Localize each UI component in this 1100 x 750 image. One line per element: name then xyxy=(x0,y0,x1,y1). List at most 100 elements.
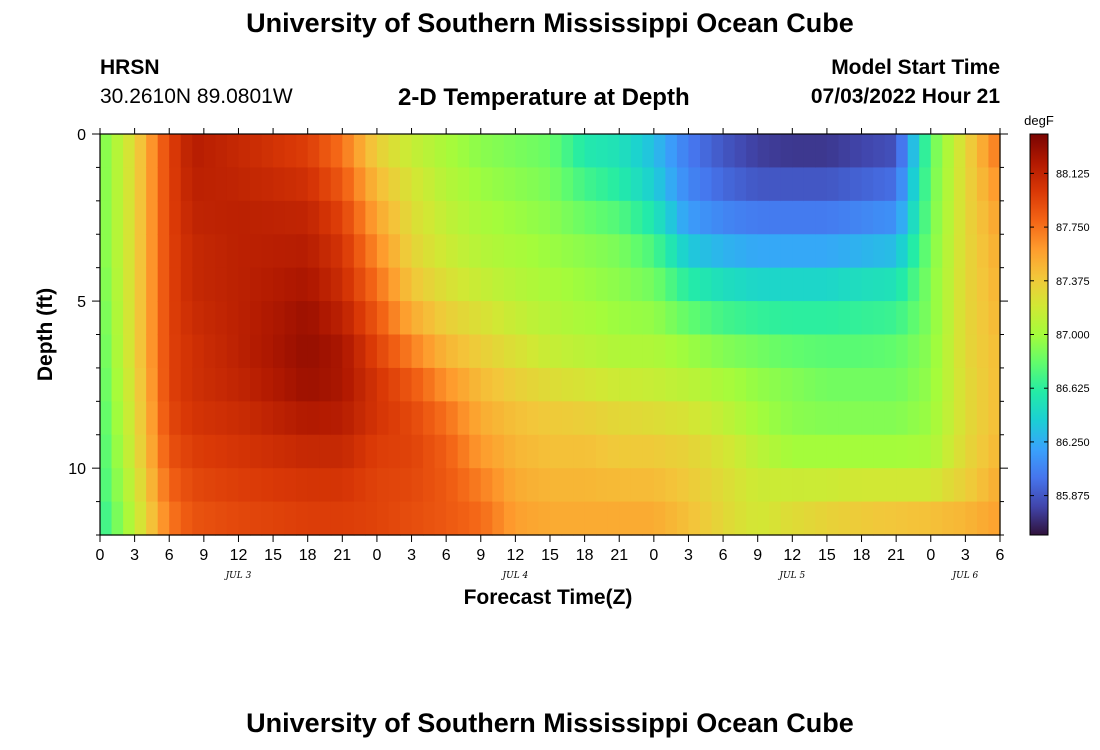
heatmap-cell xyxy=(307,134,320,169)
heatmap-cell xyxy=(711,267,724,302)
heatmap-cell xyxy=(180,200,193,235)
x-tick-label: 9 xyxy=(753,547,762,564)
heatmap-cell xyxy=(526,434,540,469)
heatmap-cell xyxy=(942,501,955,536)
heatmap-cell xyxy=(953,468,966,503)
heatmap-cell xyxy=(665,134,678,169)
heatmap-cell xyxy=(376,234,390,269)
heatmap-cell xyxy=(307,167,320,202)
heatmap-cell xyxy=(111,334,124,369)
heatmap-cell xyxy=(596,200,609,235)
heatmap-cell xyxy=(676,334,690,369)
heatmap-cell xyxy=(953,267,966,302)
heatmap-cell xyxy=(561,134,574,169)
heatmap-cell xyxy=(157,134,170,169)
heatmap-cell xyxy=(123,167,136,202)
heatmap-cell xyxy=(850,501,863,536)
heatmap-cell xyxy=(319,200,332,235)
heatmap-cell xyxy=(942,301,955,336)
heatmap-cell xyxy=(423,501,436,536)
heatmap-cell xyxy=(769,468,782,503)
heatmap-cell xyxy=(965,301,978,336)
heatmap-cell xyxy=(365,367,378,402)
heatmap-cell xyxy=(146,334,159,369)
heatmap-cell xyxy=(538,301,551,336)
heatmap-cell xyxy=(538,401,551,436)
heatmap-cell xyxy=(873,468,886,503)
x-tick-label: 9 xyxy=(476,547,485,564)
heatmap-cell xyxy=(180,267,193,302)
heatmap-cell xyxy=(850,234,863,269)
heatmap-cell xyxy=(526,200,540,235)
heatmap-cell xyxy=(723,401,736,436)
heatmap-cell xyxy=(815,401,828,436)
heatmap-cell xyxy=(226,367,240,402)
day-labels: JUL 3 JUL 4 JUL 5 JUL 6 xyxy=(224,571,979,581)
heatmap-cell xyxy=(884,200,897,235)
heatmap-cell xyxy=(261,434,274,469)
heatmap-cell xyxy=(423,401,436,436)
heatmap-cell xyxy=(988,234,1001,269)
heatmap-cell xyxy=(792,434,805,469)
heatmap-cell xyxy=(203,167,216,202)
heatmap-cell xyxy=(619,267,632,302)
heatmap-cell xyxy=(619,301,632,336)
heatmap-cell xyxy=(146,234,159,269)
heatmap-cell xyxy=(515,301,528,336)
heatmap-cell xyxy=(515,334,528,369)
heatmap-cell xyxy=(700,301,713,336)
heatmap-cell xyxy=(307,200,320,235)
heatmap-cell xyxy=(169,434,182,469)
heatmap-cell xyxy=(411,334,424,369)
heatmap-cell xyxy=(365,134,378,169)
heatmap-cell xyxy=(169,367,182,402)
day-label: JUL 4 xyxy=(501,571,529,581)
heatmap-cell xyxy=(480,401,493,436)
heatmap-cell xyxy=(930,134,943,169)
heatmap-cell xyxy=(596,468,609,503)
heatmap-cell xyxy=(503,301,516,336)
heatmap-cell xyxy=(942,401,955,436)
heatmap-cell xyxy=(711,401,724,436)
heatmap-cell xyxy=(850,434,863,469)
heatmap-cell xyxy=(526,334,540,369)
heatmap-cell xyxy=(665,200,678,235)
heatmap-cell xyxy=(146,301,159,336)
heatmap-cell xyxy=(884,401,897,436)
heatmap-cell xyxy=(619,468,632,503)
heatmap-cell xyxy=(723,334,736,369)
heatmap-cell xyxy=(319,434,332,469)
heatmap-cell xyxy=(942,468,955,503)
heatmap-cell xyxy=(653,501,666,536)
heatmap-cell xyxy=(388,401,401,436)
heatmap-cell xyxy=(607,367,620,402)
heatmap-cell xyxy=(273,434,286,469)
heatmap-cell xyxy=(884,134,897,169)
heatmap-cell xyxy=(780,167,793,202)
heatmap-cell xyxy=(573,501,586,536)
heatmap-cell xyxy=(526,501,540,536)
heatmap-cell xyxy=(261,367,274,402)
heatmap-cell xyxy=(896,367,909,402)
heatmap-cell xyxy=(907,267,920,302)
heatmap-cell xyxy=(826,267,840,302)
heatmap-cell xyxy=(100,401,113,436)
heatmap-cell xyxy=(388,301,401,336)
heatmap-cell xyxy=(953,401,966,436)
heatmap-cell xyxy=(123,434,136,469)
heatmap-cell xyxy=(457,401,470,436)
heatmap-cell xyxy=(826,434,840,469)
heatmap-cell xyxy=(423,200,436,235)
heatmap-cell xyxy=(561,334,574,369)
heatmap-cell xyxy=(515,134,528,169)
heatmap-cell xyxy=(284,200,297,235)
heatmap-cell xyxy=(353,367,366,402)
x-tick-label: 12 xyxy=(230,547,248,564)
heatmap-cell xyxy=(457,468,470,503)
heatmap-cell xyxy=(596,367,609,402)
heatmap-cell xyxy=(757,367,770,402)
heatmap-cell xyxy=(665,367,678,402)
heatmap-cell xyxy=(503,234,516,269)
heatmap-cell xyxy=(896,134,909,169)
heatmap-cell xyxy=(630,334,643,369)
